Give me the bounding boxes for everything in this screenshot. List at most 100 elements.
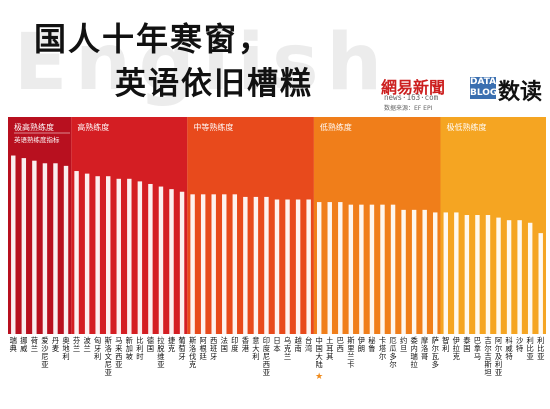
bar: [253, 196, 259, 334]
bar: [485, 215, 491, 334]
datablog-logo-bottom: BLOG: [470, 88, 498, 98]
tick-label: 约旦: [400, 336, 407, 353]
tick-label: 乌克兰: [284, 336, 291, 361]
tick-label: 斯洛文尼亚: [105, 336, 113, 377]
bar: [538, 233, 543, 334]
bar: [116, 178, 121, 334]
tick-label: 土耳其: [326, 336, 333, 361]
highlight-star-icon: ★: [315, 372, 323, 382]
bar: [306, 199, 311, 334]
bar: [169, 189, 174, 334]
tick-label: 伊朗: [358, 336, 365, 353]
tick-label: 印度: [231, 336, 239, 353]
tick-label: 伊拉克: [453, 336, 461, 361]
bar: [443, 212, 448, 334]
tick-label: 德国: [147, 336, 155, 353]
tick-label: 巴西: [337, 336, 344, 353]
bar: [401, 209, 406, 334]
tick-label: 厄瓜多尔: [389, 336, 397, 369]
bar: [158, 186, 164, 334]
bar: [338, 202, 343, 334]
tick-label: 巴拿马: [474, 336, 482, 361]
bar: [369, 204, 375, 334]
bar: [464, 215, 470, 334]
tick-label: 芬兰: [73, 336, 81, 353]
bar: [84, 173, 90, 334]
tick-label: 萨尔瓦多: [432, 336, 439, 369]
legend-label: 英语熟练度指标: [14, 135, 60, 144]
background-watermark-text: English: [14, 18, 391, 108]
tick-label: 挪威: [20, 336, 28, 353]
tick-label: 西班牙: [210, 336, 217, 361]
bar: [295, 199, 301, 334]
bar: [380, 204, 385, 334]
bar: [95, 176, 100, 334]
tick-label: 沙特: [516, 336, 524, 353]
bar: [211, 194, 216, 334]
tick-label: 阿根廷: [200, 336, 208, 361]
tick-label: 秘鲁: [368, 336, 376, 353]
tick-label: 利比亚: [537, 336, 544, 361]
tick-label: 拉脱维亚: [157, 336, 165, 369]
tick-label: 波兰: [83, 336, 91, 353]
tick-label: 越南: [294, 336, 302, 353]
bar: [274, 199, 280, 334]
tick-label: 匈牙利: [94, 336, 101, 361]
tick-label: 泰国: [463, 336, 471, 353]
bar: [496, 217, 501, 334]
bar: [127, 178, 132, 334]
bar: [190, 194, 195, 334]
tick-label: 意大利: [252, 336, 259, 361]
bar: [517, 220, 522, 334]
band-label: 极高熟练度: [14, 122, 54, 132]
tick-label: 奥地利: [62, 336, 70, 361]
bar: [243, 196, 248, 334]
tick-label: 摩洛哥: [421, 336, 429, 361]
bar: [200, 194, 206, 334]
tick-label: 吉尔吉斯坦: [484, 336, 491, 377]
datablog-logo: DATA BLOG: [470, 77, 498, 99]
tick-label: 科威特: [505, 336, 513, 361]
bar: [433, 212, 438, 334]
brand-name: 数读: [498, 80, 543, 105]
bar: [327, 202, 332, 334]
tick-label: 卡塔尔: [379, 336, 387, 361]
tick-label: 法国: [221, 336, 228, 353]
tick-label: 斯洛伐克: [189, 336, 197, 369]
bar: [527, 222, 533, 334]
band-label: 极低熟练度: [447, 122, 487, 132]
tick-label: 日本: [273, 336, 281, 353]
bar: [422, 209, 427, 334]
tick-label: 爱沙尼亚: [41, 336, 49, 369]
bar: [232, 194, 238, 334]
data-source: 数据来源：EF EPI: [384, 105, 433, 112]
bar: [21, 158, 27, 334]
bar: [63, 165, 69, 334]
bar: [74, 171, 79, 334]
tick-label: 智利: [442, 336, 449, 353]
tick-label: 马来西亚: [115, 336, 123, 369]
bar: [179, 191, 185, 334]
band-0: [8, 117, 72, 334]
bar: [316, 202, 322, 334]
tick-label: 荷兰: [31, 336, 38, 353]
bar: [222, 194, 227, 334]
bar: [137, 181, 143, 334]
tick-label: 瑞典: [10, 336, 17, 353]
netease-news-logo: 網易新聞: [381, 78, 446, 97]
tick-label: 印度尼西亚: [263, 336, 271, 377]
datablog-logo-top: DATA: [470, 77, 497, 87]
bar: [348, 204, 354, 334]
tick-label: 新加坡: [126, 336, 134, 361]
tick-label: 葡萄牙: [178, 336, 185, 361]
title-line-1: 国人十年寒窗，: [34, 20, 273, 58]
tick-label: 委内瑞拉: [410, 336, 418, 369]
bar: [411, 209, 417, 334]
band-2: [187, 117, 314, 334]
bar: [475, 215, 480, 334]
bar: [454, 212, 459, 334]
band-3: [313, 117, 441, 334]
bar: [32, 160, 37, 334]
